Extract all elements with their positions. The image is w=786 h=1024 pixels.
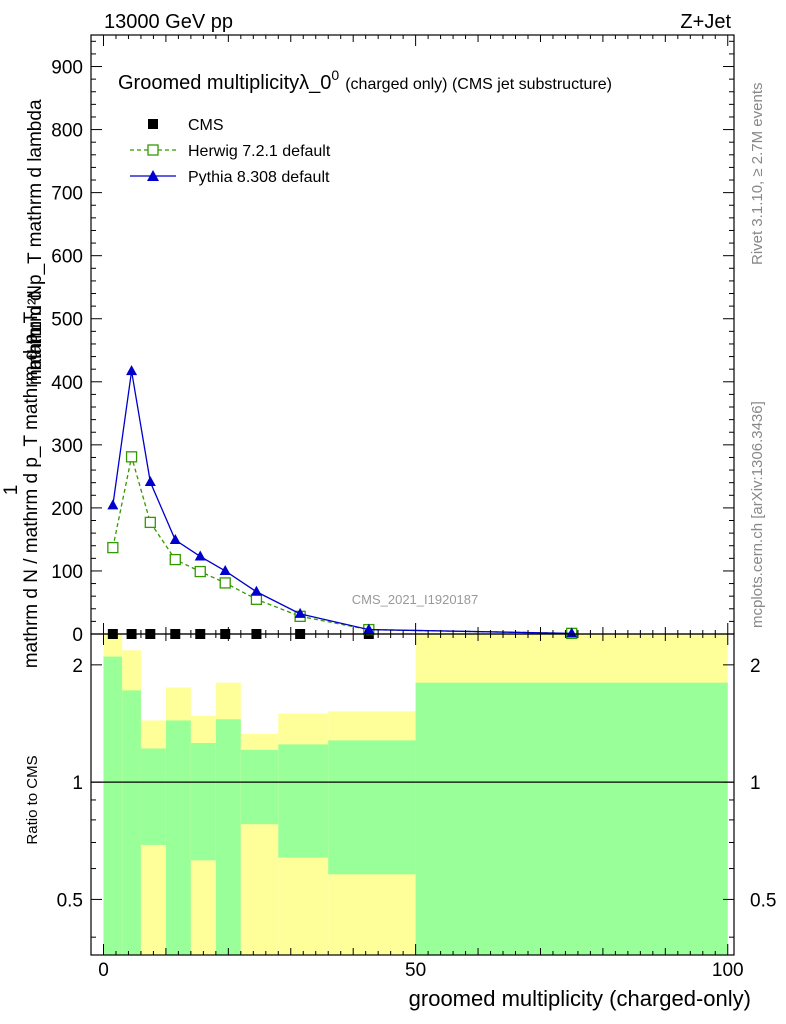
rivet-label: Rivet 3.1.10, ≥ 2.7M events: [749, 83, 766, 266]
legend-marker-herwig: [147, 144, 159, 156]
series-line-pythia: [112, 370, 572, 635]
data-point-herwig: [125, 451, 138, 463]
ratio-y-tick-label-left: 0.5: [57, 890, 83, 911]
ratio-band-green: [190, 743, 216, 861]
legend-marker-pythia: [147, 170, 159, 181]
data-point-pythia: [107, 499, 119, 510]
data-point-herwig: [107, 541, 119, 554]
y-tick-label: 400: [51, 373, 83, 394]
y-tick-label: 600: [51, 247, 83, 268]
data-point-pythia: [194, 550, 206, 561]
legend-marker-cms: [148, 119, 158, 129]
tick-marks: [91, 35, 734, 955]
data-point-herwig: [144, 516, 156, 529]
y-tick-label: 800: [51, 121, 83, 142]
y-axis-label: mathrm d²N mathrm d p_T mathrm d lambda …: [1, 99, 46, 668]
ratio-band-green: [103, 656, 123, 955]
y-tick-label: 500: [51, 310, 83, 331]
ratio-y-axis-label: Ratio to CMS: [24, 755, 41, 844]
y-tick-label: 0: [72, 625, 83, 646]
y-axis-label-one: 1: [1, 485, 22, 496]
header-energy: 13000 GeV pp: [104, 11, 233, 33]
ratio-plot-frame: [90, 633, 735, 956]
y-tick-label: 200: [51, 499, 83, 520]
data-point-pythia: [250, 585, 262, 596]
plot-title-small: (charged only) (CMS jet substructure): [345, 76, 612, 93]
ratio-band-green: [165, 720, 191, 955]
data-point-pythia: [169, 534, 181, 545]
plot-title-main: Groomed multiplicityλ_0: [118, 72, 331, 94]
ratio-band-green: [240, 749, 279, 825]
ratio-y-tick-label-left: 1: [72, 773, 83, 794]
y-tick-label: 100: [51, 562, 83, 583]
plot-title: Groomed multiplicityλ_00 (charged only) (…: [118, 67, 612, 94]
data-point-herwig: [250, 593, 263, 605]
ratio-y-tick-label-right: 0.5: [750, 890, 776, 911]
ratio-bands: [91, 634, 734, 955]
y-tick-label: 900: [51, 58, 83, 79]
legend-label-pythia: Pythia 8.308 default: [188, 169, 330, 186]
data-point-pythia: [144, 476, 156, 487]
ratio-y-tick-label-left: 2: [72, 656, 83, 677]
analysis-watermark: CMS_2021_I1920187: [352, 592, 479, 607]
series-line-herwig: [112, 456, 572, 635]
ratio-band-green: [215, 719, 241, 955]
ratio-y-tick-label-right: 2: [750, 656, 761, 677]
data-point-herwig: [194, 565, 206, 578]
y-axis-label-bottom: mathrm d N / mathrm d p_T mathrm d p_T: [21, 311, 42, 668]
data-point-pythia: [126, 365, 138, 376]
legend-label-cms: CMS: [188, 117, 224, 134]
y-axis-label-sub-top: mathrm d p_T mathrm d lambda: [25, 99, 46, 370]
ratio-band-green: [122, 690, 141, 955]
x-tick-label: 50: [405, 960, 426, 981]
y-tick-label: 300: [51, 436, 83, 457]
data-point-pythia: [219, 564, 231, 575]
x-tick-label: 0: [98, 960, 109, 981]
ratio-band-green: [328, 740, 416, 875]
data-point-herwig: [169, 553, 181, 566]
y-tick-label: 700: [51, 184, 83, 205]
mcplots-label: mcplots.cern.ch [arXiv:1306.3436]: [749, 401, 766, 628]
ratio-band-green: [278, 744, 329, 858]
plot-title-sup: 0: [331, 67, 339, 83]
main-plot: [107, 365, 578, 640]
data-point-pythia: [566, 627, 578, 638]
ratio-band-green: [415, 682, 728, 955]
data-point-herwig: [219, 577, 231, 589]
x-tick-label: 100: [712, 960, 744, 981]
legend-label-herwig: Herwig 7.2.1 default: [188, 143, 331, 160]
x-axis-label: groomed multiplicity (charged-only): [409, 986, 751, 1011]
y-axis-label-top: mathrm d²N: [25, 285, 46, 385]
axes: [90, 34, 735, 956]
data-point-pythia: [294, 607, 306, 618]
legend: CMS Herwig 7.2.1 default Pythia 8.308 de…: [130, 117, 331, 186]
ratio-y-tick-label-right: 1: [750, 773, 761, 794]
ratio-band-green: [140, 748, 166, 845]
header-process: Z+Jet: [680, 11, 731, 33]
